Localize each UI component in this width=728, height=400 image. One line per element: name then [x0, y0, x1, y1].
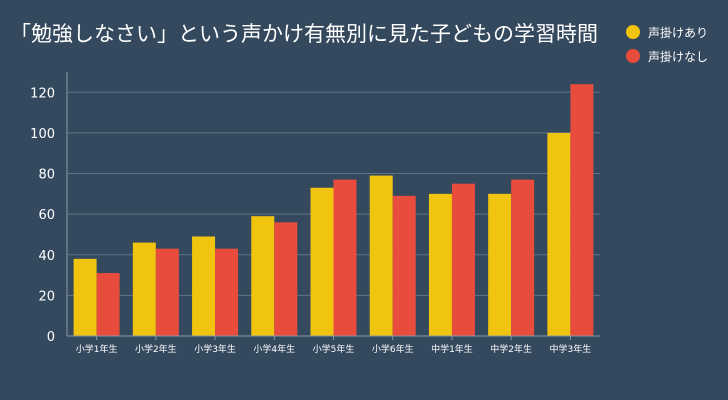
bar-with-prompt — [73, 258, 97, 336]
bar-with-prompt — [547, 132, 571, 336]
x-tick-label: 中学1年生 — [431, 343, 473, 355]
bar-without-prompt — [570, 84, 594, 336]
bar-with-prompt — [488, 193, 512, 336]
bar-groups — [73, 84, 594, 336]
y-tick-label: 80 — [38, 168, 55, 183]
x-tick-label: 中学3年生 — [550, 343, 592, 355]
x-axis-ticks: 小学1年生 小学2年生 小学3年生 小学4年生 小学5年生 小学6年生 中学1年生 中学2年生… — [76, 336, 592, 355]
bar-with-prompt — [251, 216, 275, 336]
bar-without-prompt — [333, 179, 357, 336]
bar-with-prompt — [369, 175, 393, 336]
legend-label-without-prompt: 声掛けなし — [648, 49, 709, 64]
x-tick-label: 小学1年生 — [76, 343, 118, 355]
bar-without-prompt — [155, 248, 179, 336]
y-tick-label: 20 — [38, 289, 55, 304]
bar-without-prompt — [392, 195, 416, 336]
bar-without-prompt — [511, 179, 535, 336]
bar-without-prompt — [96, 273, 120, 336]
bar-without-prompt — [215, 248, 239, 336]
x-tick-label: 小学2年生 — [135, 343, 177, 355]
legend-item-with-prompt: 声掛けあり — [626, 20, 726, 44]
x-tick-label: 小学5年生 — [313, 343, 355, 355]
legend-swatch-with-prompt — [626, 25, 640, 39]
y-tick-label: 0 — [47, 330, 55, 345]
bar-without-prompt — [451, 183, 475, 336]
y-tick-label: 120 — [30, 86, 55, 101]
bar-with-prompt — [192, 236, 216, 336]
chart-title: 「勉強しなさい」という声かけ有無別に見た子どもの学習時間 — [10, 22, 598, 46]
legend-label-with-prompt: 声掛けあり — [648, 25, 709, 40]
legend-item-without-prompt: 声掛けなし — [626, 44, 726, 68]
bar-with-prompt — [428, 193, 452, 336]
x-tick-label: 中学2年生 — [490, 343, 532, 355]
y-tick-label: 40 — [38, 249, 55, 264]
x-tick-label: 小学4年生 — [253, 343, 295, 355]
legend: 声掛けあり 声掛けなし — [626, 20, 726, 68]
bar-without-prompt — [274, 222, 298, 336]
x-tick-label: 小学3年生 — [194, 343, 236, 355]
legend-swatch-without-prompt — [626, 49, 640, 63]
bar-with-prompt — [132, 242, 156, 336]
bar-with-prompt — [310, 187, 334, 336]
y-tick-label: 100 — [30, 127, 55, 142]
y-tick-label: 60 — [38, 208, 55, 223]
y-axis-ticks: 0 20 40 60 80 100 120 — [30, 86, 55, 345]
x-tick-label: 小学6年生 — [372, 343, 414, 355]
